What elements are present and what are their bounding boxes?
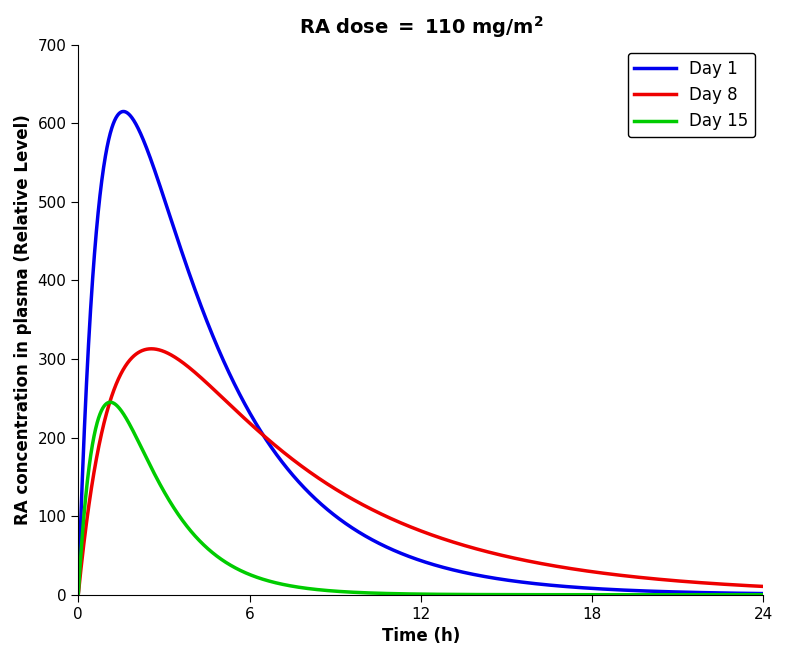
Day 8: [745, 582, 755, 590]
Day 8: [337, 488, 346, 496]
Day 15: [152, 474, 161, 482]
Day 8: [366, 505, 375, 513]
Title: $\mathbf{RA\ dose\ =\ 110\ mg/m^2}$: $\mathbf{RA\ dose\ =\ 110\ mg/m^2}$: [298, 14, 543, 40]
X-axis label: Time (h): Time (h): [382, 627, 460, 645]
Day 15: [337, 588, 346, 596]
Day 8: [73, 591, 83, 599]
Day 1: [119, 107, 128, 115]
Day 15: [193, 534, 202, 542]
Day 15: [759, 591, 768, 599]
Day 15: [366, 589, 375, 597]
Day 1: [193, 292, 202, 300]
Y-axis label: RA concentration in plasma (Relative Level): RA concentration in plasma (Relative Lev…: [14, 115, 32, 525]
Day 1: [366, 535, 375, 543]
Line: Day 15: Day 15: [78, 402, 763, 595]
Day 1: [672, 588, 682, 596]
Day 15: [745, 591, 755, 599]
Day 1: [759, 590, 768, 598]
Line: Day 1: Day 1: [78, 111, 763, 595]
Day 15: [73, 591, 83, 599]
Day 1: [745, 589, 755, 597]
Day 8: [193, 370, 202, 378]
Day 1: [337, 517, 346, 525]
Day 8: [146, 345, 156, 353]
Day 15: [672, 590, 682, 598]
Day 8: [759, 583, 768, 590]
Day 1: [73, 591, 83, 599]
Line: Day 8: Day 8: [78, 349, 763, 595]
Day 8: [152, 345, 161, 353]
Legend: Day 1, Day 8, Day 15: Day 1, Day 8, Day 15: [627, 53, 756, 137]
Day 1: [152, 172, 161, 180]
Day 8: [672, 577, 682, 585]
Day 15: [105, 398, 115, 406]
